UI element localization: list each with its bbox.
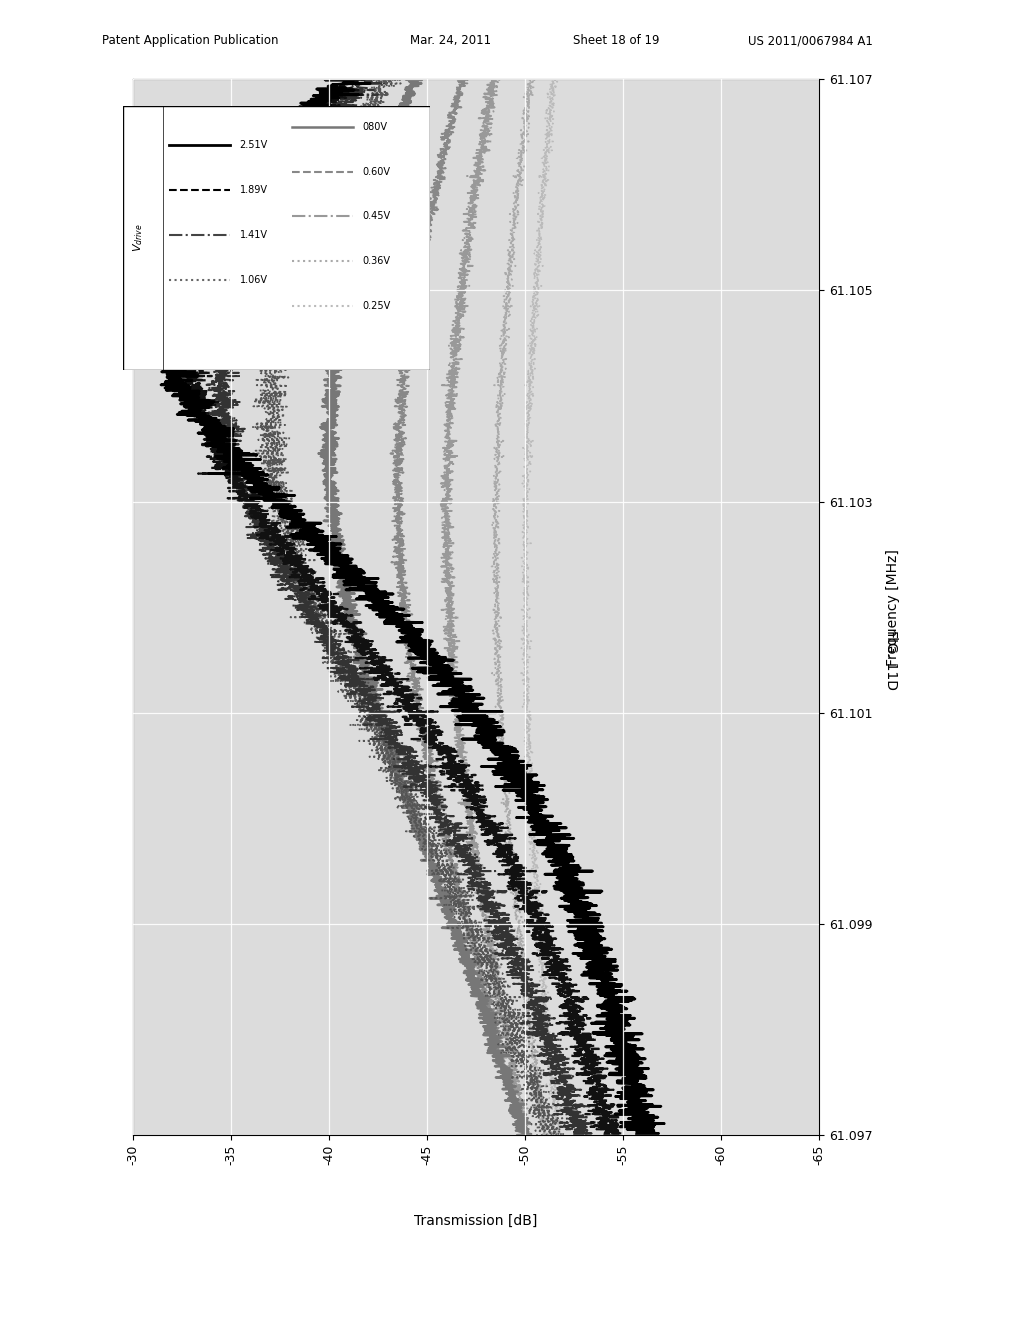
Y-axis label: Frequency [MHz]: Frequency [MHz] xyxy=(887,549,900,665)
FancyBboxPatch shape xyxy=(123,106,430,370)
Text: 1.06V: 1.06V xyxy=(240,275,267,285)
Text: 0.60V: 0.60V xyxy=(362,166,390,177)
Text: 1.89V: 1.89V xyxy=(240,185,267,195)
Text: FIG. 11D: FIG. 11D xyxy=(884,630,898,690)
Text: 0.25V: 0.25V xyxy=(362,301,391,312)
X-axis label: Transmission [dB]: Transmission [dB] xyxy=(415,1214,538,1228)
Text: 0.36V: 0.36V xyxy=(362,256,390,267)
Text: 1.41V: 1.41V xyxy=(240,230,267,240)
Text: 0.45V: 0.45V xyxy=(362,211,390,222)
Text: Patent Application Publication: Patent Application Publication xyxy=(102,34,279,48)
Text: 080V: 080V xyxy=(362,121,387,132)
Text: US 2011/0067984 A1: US 2011/0067984 A1 xyxy=(748,34,872,48)
Text: Mar. 24, 2011: Mar. 24, 2011 xyxy=(410,34,490,48)
Text: Sheet 18 of 19: Sheet 18 of 19 xyxy=(573,34,659,48)
Text: $V_{drive}$: $V_{drive}$ xyxy=(131,223,145,252)
Text: 2.51V: 2.51V xyxy=(240,140,268,150)
